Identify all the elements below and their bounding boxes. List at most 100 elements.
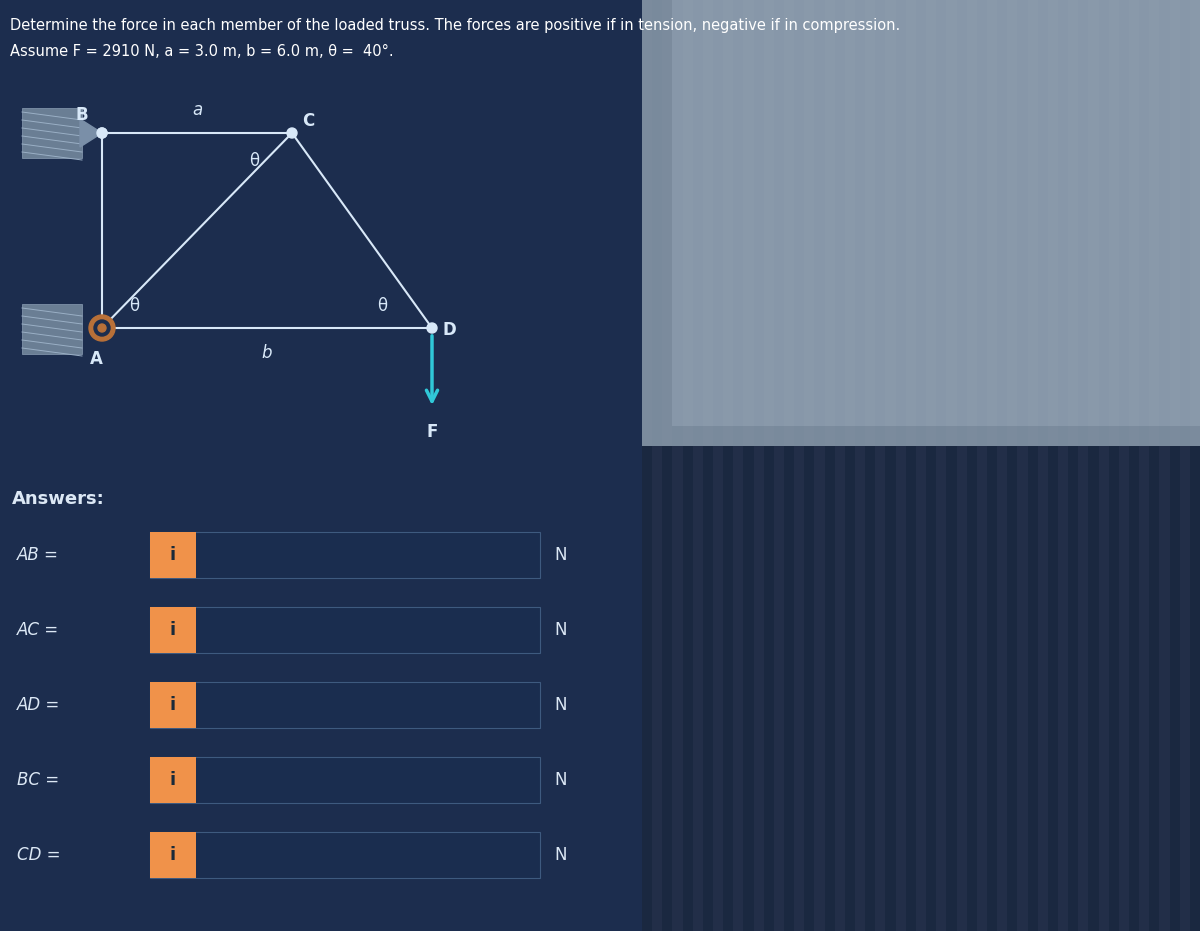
Bar bbox=[1139, 0, 1150, 446]
Bar bbox=[692, 446, 703, 931]
Text: θ: θ bbox=[248, 152, 259, 170]
Circle shape bbox=[94, 320, 110, 336]
Bar bbox=[662, 0, 672, 446]
Bar bbox=[794, 0, 804, 446]
Bar bbox=[784, 0, 794, 446]
Bar bbox=[895, 446, 906, 931]
Bar bbox=[1129, 0, 1139, 446]
Circle shape bbox=[427, 323, 437, 333]
Bar bbox=[967, 446, 977, 931]
Bar bbox=[672, 0, 683, 446]
Bar bbox=[733, 446, 744, 931]
Bar bbox=[875, 0, 886, 446]
Bar bbox=[997, 0, 1007, 446]
Text: CD =: CD = bbox=[17, 846, 60, 864]
Text: i: i bbox=[170, 621, 176, 639]
Bar bbox=[804, 446, 815, 931]
Text: D: D bbox=[442, 321, 456, 339]
Bar bbox=[754, 446, 763, 931]
Bar bbox=[1118, 0, 1129, 446]
Bar bbox=[947, 446, 956, 931]
Text: b: b bbox=[262, 344, 272, 362]
Bar bbox=[875, 446, 886, 931]
Bar bbox=[986, 446, 997, 931]
Bar bbox=[835, 0, 845, 446]
Text: N: N bbox=[554, 621, 566, 639]
Bar bbox=[997, 446, 1007, 931]
Bar bbox=[956, 0, 967, 446]
Bar bbox=[845, 0, 856, 446]
Bar bbox=[1027, 446, 1038, 931]
Bar bbox=[22, 304, 82, 354]
Bar bbox=[865, 446, 875, 931]
Text: a: a bbox=[192, 101, 202, 119]
Text: i: i bbox=[170, 546, 176, 564]
Bar bbox=[150, 607, 196, 653]
Bar bbox=[1068, 446, 1079, 931]
Text: AB =: AB = bbox=[17, 546, 59, 564]
Bar bbox=[784, 446, 794, 931]
Text: C: C bbox=[302, 112, 314, 130]
Bar bbox=[1190, 446, 1200, 931]
Bar bbox=[906, 0, 916, 446]
Bar bbox=[150, 682, 196, 728]
Text: i: i bbox=[170, 696, 176, 714]
Bar bbox=[763, 0, 774, 446]
Circle shape bbox=[97, 128, 107, 138]
Bar bbox=[986, 0, 997, 446]
Bar bbox=[856, 446, 865, 931]
Bar bbox=[936, 446, 947, 931]
Text: i: i bbox=[170, 846, 176, 864]
Bar bbox=[672, 446, 683, 931]
Bar bbox=[856, 0, 865, 446]
Bar bbox=[1139, 446, 1150, 931]
Bar bbox=[1079, 446, 1088, 931]
Bar bbox=[845, 446, 856, 931]
Bar bbox=[794, 446, 804, 931]
Bar bbox=[1048, 0, 1058, 446]
Text: AC =: AC = bbox=[17, 621, 59, 639]
Bar bbox=[652, 0, 662, 446]
Bar bbox=[1018, 446, 1027, 931]
Bar bbox=[906, 446, 916, 931]
Bar bbox=[1058, 446, 1068, 931]
Text: BC =: BC = bbox=[17, 771, 59, 789]
Bar bbox=[926, 446, 936, 931]
Bar bbox=[1018, 0, 1027, 446]
Bar bbox=[1180, 0, 1190, 446]
Bar bbox=[733, 0, 744, 446]
Text: Determine the force in each member of the loaded truss. The forces are positive : Determine the force in each member of th… bbox=[10, 18, 900, 33]
Bar bbox=[22, 108, 82, 158]
Text: N: N bbox=[554, 846, 566, 864]
Bar bbox=[150, 532, 196, 578]
Text: F: F bbox=[426, 423, 438, 441]
Bar bbox=[1079, 0, 1088, 446]
Polygon shape bbox=[80, 119, 102, 147]
Text: N: N bbox=[554, 771, 566, 789]
Bar bbox=[1129, 446, 1139, 931]
Bar bbox=[936, 0, 947, 446]
Bar bbox=[977, 446, 986, 931]
Bar bbox=[150, 832, 540, 878]
Bar bbox=[774, 446, 784, 931]
Text: i: i bbox=[170, 771, 176, 789]
Bar bbox=[683, 0, 692, 446]
Bar bbox=[886, 446, 895, 931]
Bar bbox=[150, 682, 540, 728]
Bar bbox=[662, 446, 672, 931]
Bar bbox=[835, 446, 845, 931]
Bar bbox=[642, 446, 652, 931]
Circle shape bbox=[287, 128, 298, 138]
Text: AD =: AD = bbox=[17, 696, 60, 714]
Text: N: N bbox=[554, 696, 566, 714]
Bar bbox=[1038, 0, 1048, 446]
Bar bbox=[824, 446, 835, 931]
Text: B: B bbox=[76, 106, 89, 124]
Bar bbox=[1027, 0, 1038, 446]
Bar bbox=[1170, 0, 1180, 446]
Bar bbox=[652, 446, 662, 931]
Bar bbox=[672, 0, 1200, 426]
Bar bbox=[1098, 0, 1109, 446]
Bar bbox=[1088, 446, 1098, 931]
Bar bbox=[815, 446, 824, 931]
